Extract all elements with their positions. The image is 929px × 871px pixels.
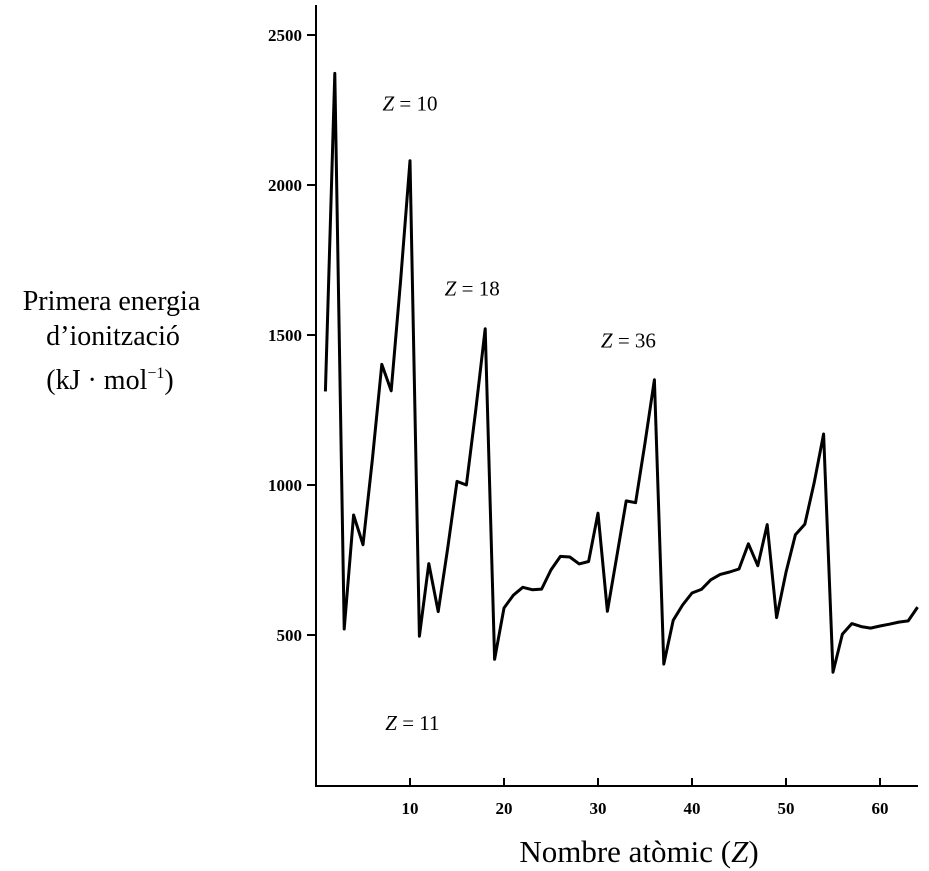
x-tick-label: 20: [496, 799, 513, 818]
y-label-units-open: (kJ · mol: [46, 365, 147, 396]
annotation-z36: Z = 36: [601, 329, 656, 353]
y-label-line-1: Primera energia: [23, 286, 201, 317]
y-ticks: 500 1000 1500 2000 2500: [268, 26, 316, 645]
annotation-z18: Z = 18: [445, 277, 500, 301]
annotations: Z = 10 Z = 18 Z = 36 Z = 11: [382, 92, 655, 736]
annotation-z11: Z = 11: [385, 711, 439, 735]
y-label-line-2: d’ionització: [46, 321, 180, 352]
x-label-variable: Z: [731, 834, 749, 869]
x-axis-label: Nombre atòmic (Z): [519, 834, 758, 869]
x-tick-label: 40: [684, 799, 701, 818]
series-line: [323, 71, 919, 674]
y-tick-label: 2500: [268, 26, 302, 45]
x-ticks: 10 20 30 40 50 60: [402, 778, 889, 818]
y-tick-label: 2000: [268, 176, 302, 195]
x-tick-label: 30: [590, 799, 607, 818]
y-tick-label: 1500: [268, 326, 302, 345]
x-label-text: Nombre atòmic (: [519, 834, 731, 869]
annotation-z10: Z = 10: [382, 92, 437, 116]
x-label-close: ): [748, 834, 758, 869]
y-tick-label: 1000: [268, 476, 302, 495]
y-axis-label-units: (kJ · mol−1): [46, 365, 173, 396]
x-tick-label: 50: [778, 799, 795, 818]
y-tick-label: 500: [277, 626, 303, 645]
y-label-units-exponent: −1: [147, 365, 164, 382]
y-label-units-close: ): [164, 365, 173, 396]
y-axis-label: Primera energia d’ionització: [23, 286, 208, 352]
x-tick-label: 60: [872, 799, 889, 818]
x-tick-label: 10: [402, 799, 419, 818]
